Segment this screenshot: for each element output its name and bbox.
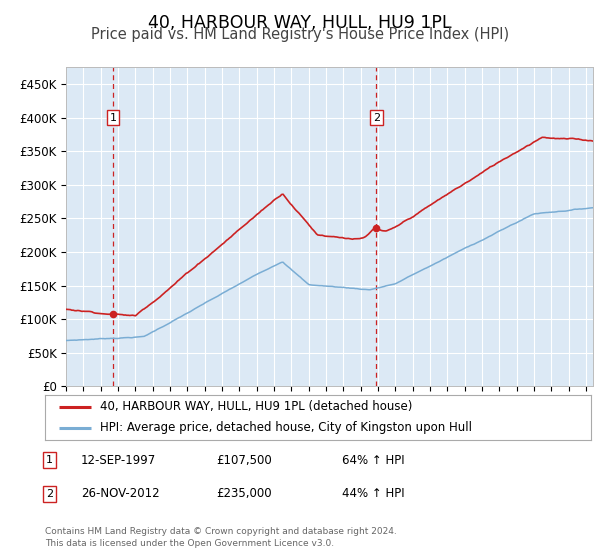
Text: Contains HM Land Registry data © Crown copyright and database right 2024.
This d: Contains HM Land Registry data © Crown c…: [45, 527, 397, 548]
Text: Price paid vs. HM Land Registry's House Price Index (HPI): Price paid vs. HM Land Registry's House …: [91, 27, 509, 42]
Text: 2: 2: [373, 113, 380, 123]
Text: 40, HARBOUR WAY, HULL, HU9 1PL: 40, HARBOUR WAY, HULL, HU9 1PL: [148, 14, 452, 32]
Text: 1: 1: [109, 113, 116, 123]
Text: £235,000: £235,000: [216, 487, 272, 501]
Text: 44% ↑ HPI: 44% ↑ HPI: [342, 487, 404, 501]
Text: 40, HARBOUR WAY, HULL, HU9 1PL (detached house): 40, HARBOUR WAY, HULL, HU9 1PL (detached…: [100, 400, 412, 413]
Text: 1: 1: [46, 455, 53, 465]
Text: 2: 2: [46, 489, 53, 499]
Text: 12-SEP-1997: 12-SEP-1997: [81, 454, 156, 467]
Text: 26-NOV-2012: 26-NOV-2012: [81, 487, 160, 501]
Text: 64% ↑ HPI: 64% ↑ HPI: [342, 454, 404, 467]
Text: HPI: Average price, detached house, City of Kingston upon Hull: HPI: Average price, detached house, City…: [100, 421, 472, 434]
Text: £107,500: £107,500: [216, 454, 272, 467]
